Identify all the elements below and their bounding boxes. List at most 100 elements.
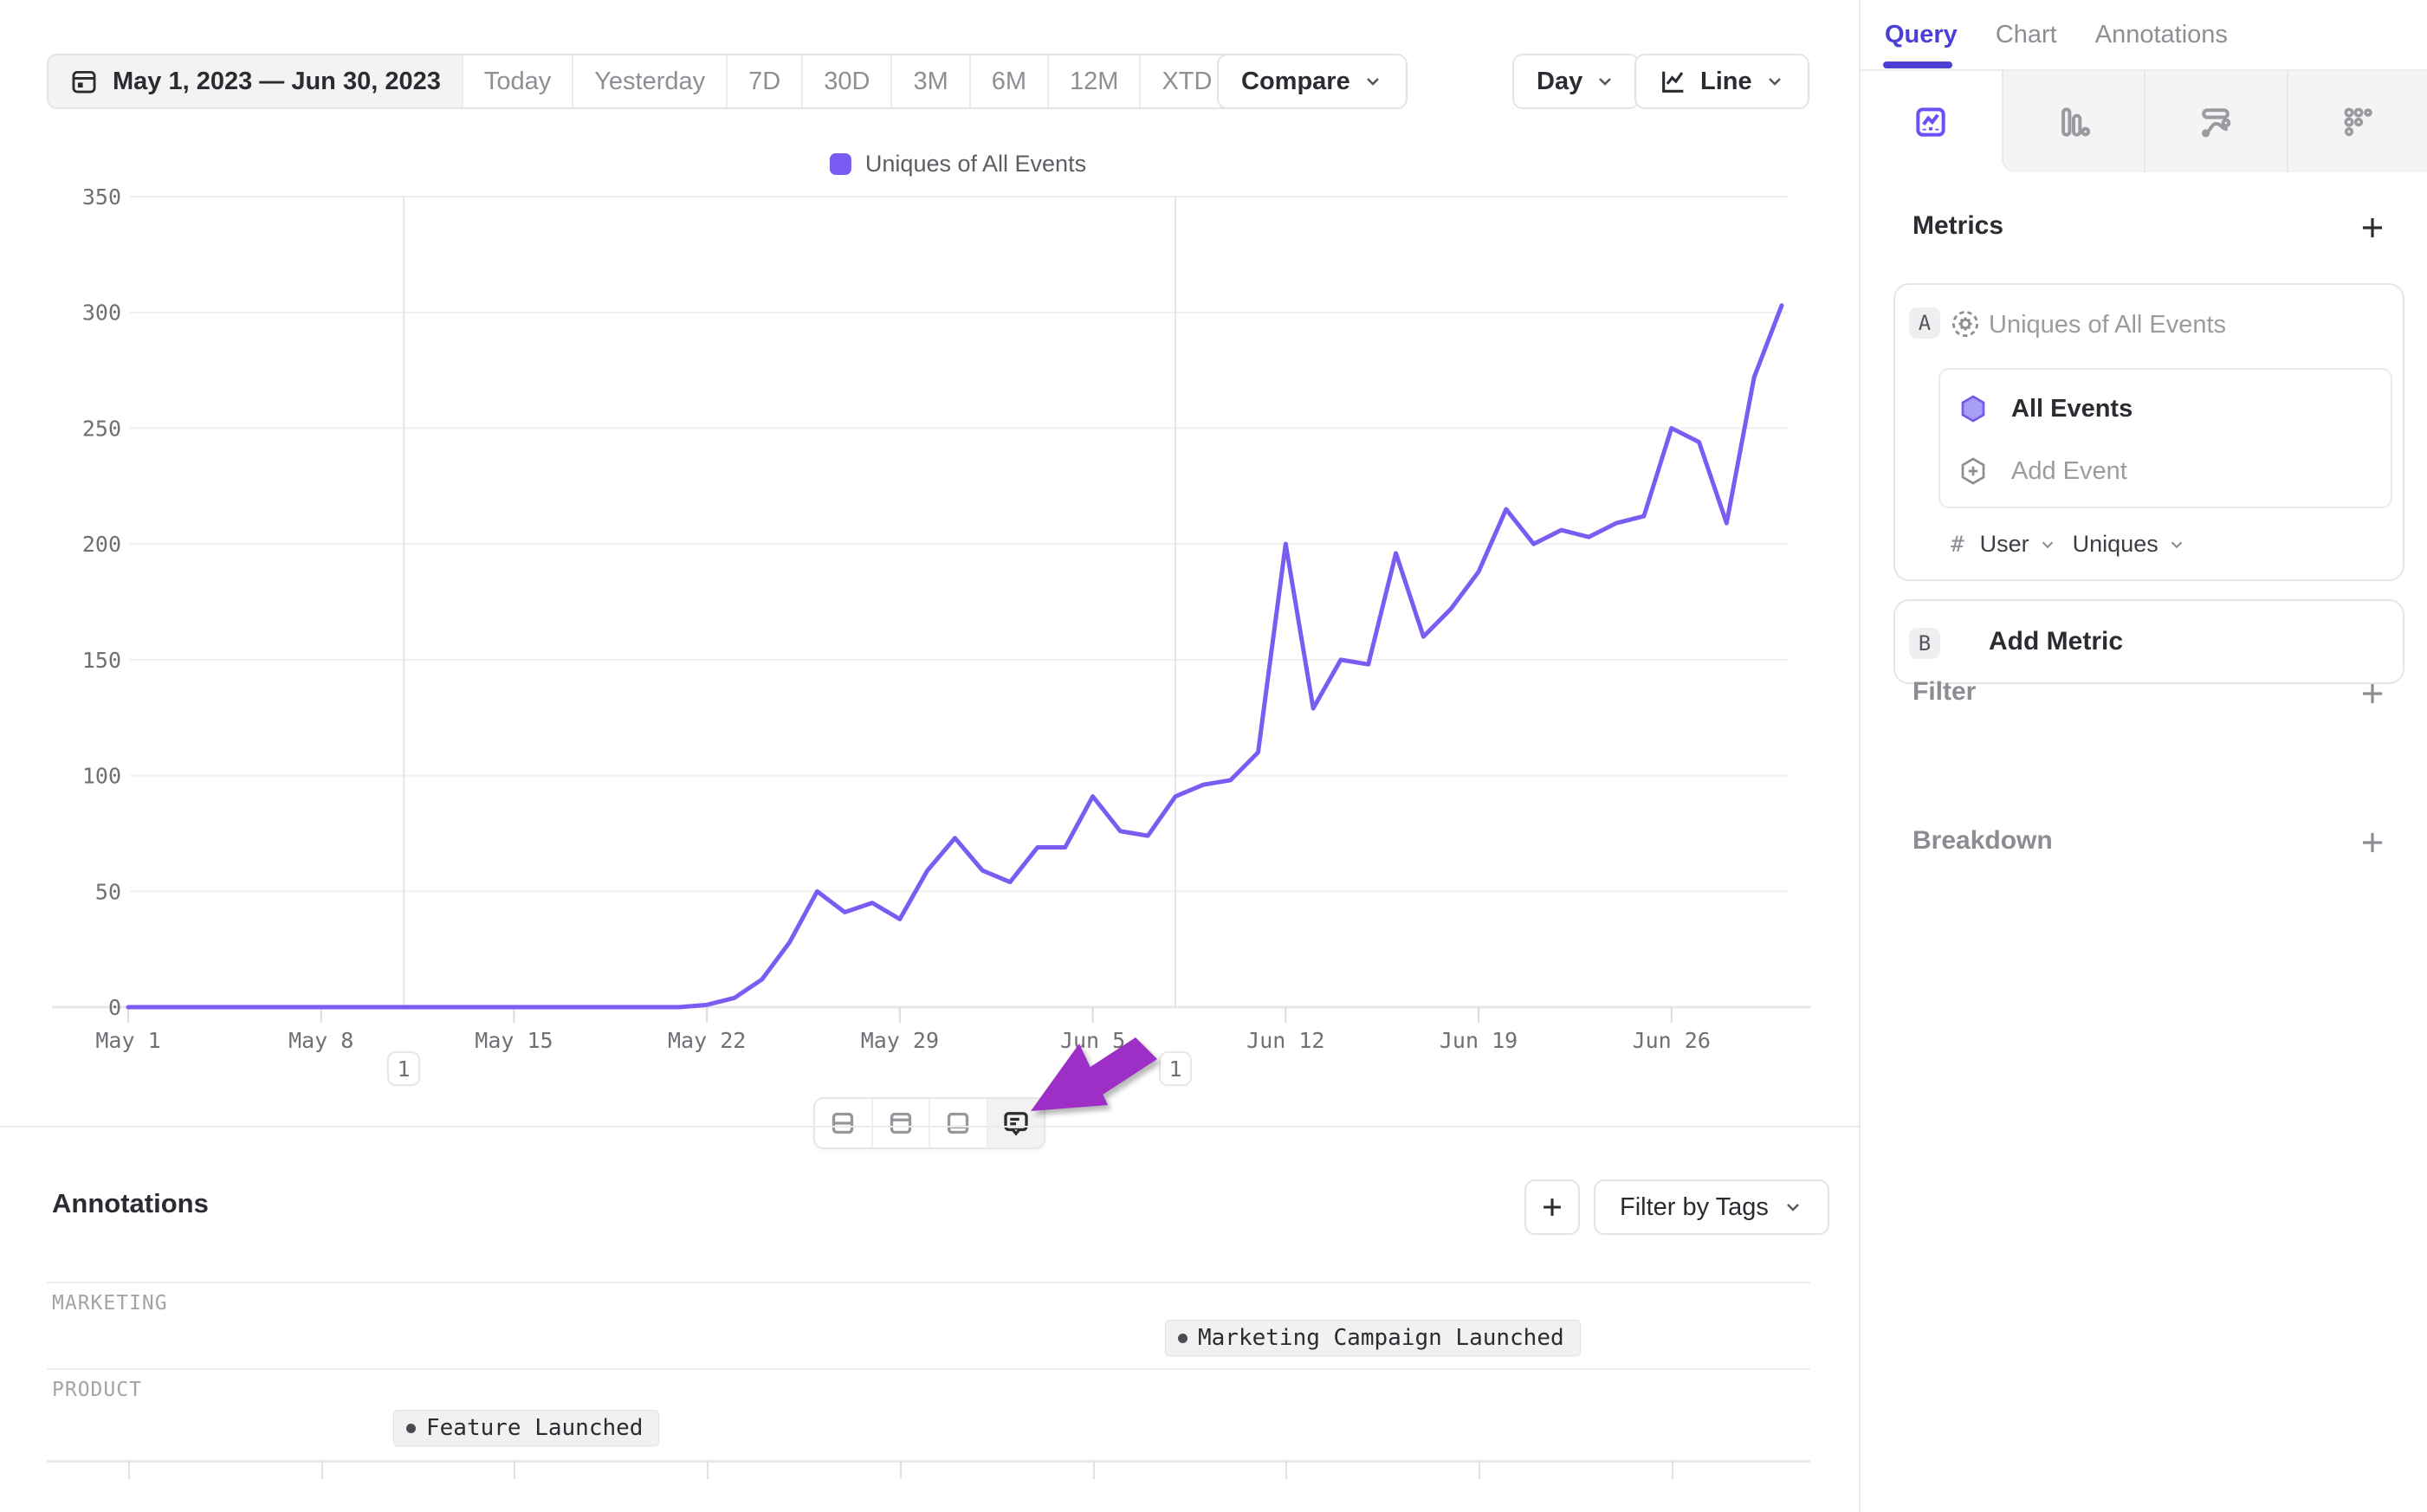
timeline-tick <box>707 1460 709 1479</box>
annotation-category-label: MARKETING <box>52 1292 168 1315</box>
annotation-category-label: PRODUCT <box>52 1379 142 1401</box>
compare-button[interactable]: Compare <box>1217 54 1408 109</box>
annotations-comment-icon[interactable] <box>986 1099 1044 1147</box>
main-content: May 1, 2023 — Jun 30, 2023 Today Yesterd… <box>0 54 1859 1479</box>
metric-card-b-add-metric[interactable]: B Add Metric <box>1893 599 2404 684</box>
chevron-down-icon <box>2171 540 2183 548</box>
svg-text:100: 100 <box>82 764 121 789</box>
svg-text:May 22: May 22 <box>668 1028 746 1053</box>
event-row-all-events[interactable]: All Events <box>1952 380 2380 437</box>
query-sidebar: Query Chart Annotations <box>1859 0 2427 1512</box>
annotations-timeline-axis <box>47 1460 1810 1463</box>
filter-header: Filter <box>1912 677 1977 706</box>
annotation-row-divider <box>47 1282 1810 1283</box>
annotation-chip-product[interactable]: Feature Launched <box>393 1410 660 1446</box>
svg-text:150: 150 <box>82 648 121 673</box>
svg-text:0: 0 <box>108 995 121 1020</box>
event-list-card: All Events Add Event <box>1938 368 2392 508</box>
annotation-dot <box>406 1423 416 1433</box>
event-hexagon-icon <box>1961 395 1985 423</box>
add-annotation-button[interactable] <box>1524 1179 1580 1235</box>
retention-grid-view-icon[interactable] <box>2286 71 2427 172</box>
metric-badge-a: A <box>1909 307 1940 339</box>
annotation-chip-marketing[interactable]: Marketing Campaign Launched <box>1165 1320 1581 1356</box>
timeline-tick <box>128 1460 130 1479</box>
add-filter-plus-icon[interactable] <box>2356 677 2389 710</box>
tab-query[interactable]: Query <box>1885 21 1958 48</box>
sidebar-tabs: Query Chart Annotations <box>1885 21 2228 49</box>
annotation-dot <box>1178 1333 1188 1343</box>
preset-today[interactable]: Today <box>461 55 572 107</box>
date-range-group: May 1, 2023 — Jun 30, 2023 Today Yesterd… <box>47 54 1268 109</box>
svg-text:May 8: May 8 <box>288 1028 353 1053</box>
chevron-down-icon <box>1768 78 1781 86</box>
breakdown-header: Breakdown <box>1912 826 2053 855</box>
timeline-tick <box>1285 1460 1287 1479</box>
preset-12m[interactable]: 12M <box>1047 55 1139 107</box>
tab-annotations[interactable]: Annotations <box>2094 21 2228 48</box>
add-breakdown-plus-icon[interactable] <box>2356 826 2389 859</box>
svg-text:50: 50 <box>95 879 121 904</box>
bar-chart-view-icon[interactable] <box>2001 71 2144 172</box>
legend-label: Uniques of All Events <box>864 151 1087 177</box>
chevron-down-icon <box>1599 78 1612 86</box>
active-tab-underline <box>1883 61 1952 68</box>
annotations-panel-divider <box>0 1126 1859 1128</box>
svg-text:May 15: May 15 <box>475 1028 553 1053</box>
timeline-tick <box>1479 1460 1480 1479</box>
plus-icon <box>1544 1199 1561 1216</box>
bottom-panel-view-icon[interactable] <box>929 1099 987 1147</box>
metric-title[interactable]: Uniques of All Events <box>1989 311 2227 339</box>
preset-30d[interactable]: 30D <box>801 55 890 107</box>
view-type-tiles <box>1861 71 2427 172</box>
metric-settings-gear-icon[interactable] <box>1949 307 1982 340</box>
svg-text:250: 250 <box>82 416 121 441</box>
svg-text:350: 350 <box>82 184 121 210</box>
svg-text:Jun 26: Jun 26 <box>1633 1028 1711 1053</box>
preset-6m[interactable]: 6M <box>968 55 1047 107</box>
aggregation-row: # User Uniques <box>1951 531 2186 558</box>
preset-xtd-dropdown[interactable]: XTD <box>1139 55 1265 107</box>
add-metric-plus-icon[interactable] <box>2356 211 2389 244</box>
svg-text:Jun 19: Jun 19 <box>1440 1028 1518 1053</box>
number-type-icon: # <box>1951 531 1964 558</box>
calendar-icon <box>72 70 96 94</box>
timeline-tick <box>514 1460 515 1479</box>
preset-3m[interactable]: 3M <box>890 55 968 107</box>
line-chart-icon <box>1662 71 1684 93</box>
flows-view-icon[interactable] <box>2144 71 2287 172</box>
filter-by-tags-button[interactable]: Filter by Tags <box>1594 1179 1829 1235</box>
chart-legend[interactable]: Uniques of All Events <box>829 151 1087 178</box>
preset-7d[interactable]: 7D <box>726 55 801 107</box>
annotation-row-divider <box>47 1368 1810 1370</box>
chart-view-toolbar <box>813 1097 1045 1149</box>
svg-text:Jun 5: Jun 5 <box>1060 1028 1125 1053</box>
add-metric-label: Add Metric <box>1989 627 2124 656</box>
svg-text:Jun 12: Jun 12 <box>1246 1028 1324 1053</box>
timeline-tick <box>321 1460 323 1479</box>
aggregation-dropdown[interactable]: Uniques <box>2073 531 2186 558</box>
svg-text:May 1: May 1 <box>95 1028 160 1053</box>
chevron-down-icon <box>1366 78 1379 86</box>
timeline-tick <box>1093 1460 1095 1479</box>
date-range-button[interactable]: May 1, 2023 — Jun 30, 2023 <box>49 55 462 107</box>
top-panel-view-icon[interactable] <box>870 1099 929 1147</box>
entity-dropdown[interactable]: User <box>1980 531 2057 558</box>
date-range-label: May 1, 2023 — Jun 30, 2023 <box>113 67 441 95</box>
tab-chart[interactable]: Chart <box>1995 21 2057 48</box>
preset-yesterday[interactable]: Yesterday <box>572 55 726 107</box>
metrics-header: Metrics <box>1912 211 2004 240</box>
split-horizontal-view-icon[interactable] <box>815 1099 871 1147</box>
granularity-button[interactable]: Day <box>1512 54 1641 109</box>
svg-text:300: 300 <box>82 300 121 326</box>
add-event-hexagon-plus-icon <box>1961 457 1985 485</box>
insights-line-view-icon[interactable] <box>1861 71 2002 172</box>
annotations-panel-title: Annotations <box>52 1188 209 1218</box>
metric-badge-b: B <box>1909 628 1940 659</box>
chart-type-button[interactable]: Line <box>1634 54 1809 109</box>
event-row-add-event[interactable]: Add Event <box>1952 443 2380 500</box>
annotation-marker-badge[interactable]: 1 <box>1159 1051 1192 1086</box>
annotation-marker-badge[interactable]: 1 <box>387 1051 420 1086</box>
timeline-tick <box>900 1460 902 1479</box>
